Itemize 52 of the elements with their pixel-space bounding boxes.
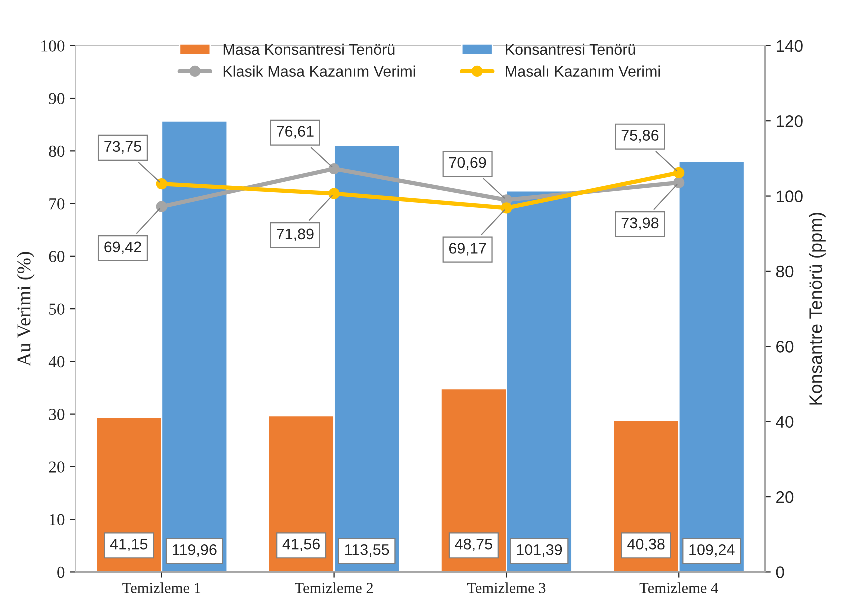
data-label: 69,42 — [104, 242, 142, 254]
y-tick-label: 40 — [48, 356, 65, 368]
point — [328, 188, 340, 200]
data-label: 101,39 — [517, 544, 562, 558]
data-label: 48,75 — [455, 538, 492, 552]
x-tick-label: Temizleme 2 — [295, 582, 374, 594]
y2-tick-label: 80 — [776, 266, 794, 278]
y2-tick-label: 140 — [776, 40, 803, 52]
point — [674, 167, 685, 179]
point — [156, 178, 168, 190]
y-tick-label: 30 — [49, 409, 65, 420]
data-label: 75,86 — [622, 130, 659, 143]
legend-label: Klasik Masa Kazanım Verimi — [224, 66, 416, 77]
legend-label: Masa Konsantresi Tenörü — [224, 44, 395, 56]
point — [674, 177, 685, 188]
y-tick-label: 100 — [42, 40, 65, 52]
data-label: 41,56 — [282, 538, 320, 552]
y-tick-label: 0 — [58, 566, 65, 578]
legend-label: Masalı Kazanım Verimi — [506, 66, 660, 77]
y2-tick-label: 20 — [776, 491, 794, 504]
y-tick-label: 80 — [49, 146, 65, 158]
x-tick-label: Temizleme 4 — [640, 582, 718, 594]
y-tick-label: 60 — [49, 251, 65, 262]
x-tick-label: Temizleme 1 — [122, 582, 201, 594]
y-tick-label: 10 — [50, 514, 65, 526]
y2-tick-label: 0 — [776, 566, 784, 578]
data-label: 109,24 — [690, 544, 735, 558]
data-label: 71,89 — [277, 228, 314, 242]
data-label: 70,69 — [449, 157, 486, 170]
y-axis-title: Au Verimi (%) — [17, 252, 35, 366]
y2-tick-label: 60 — [776, 341, 794, 353]
data-label: 41,15 — [110, 539, 148, 552]
data-label: 69,17 — [449, 243, 486, 256]
y2-tick-label: 120 — [776, 115, 803, 128]
x-tick-label: Temizleme 3 — [467, 582, 546, 594]
y2-axis-title: Konsantre Tenörü (ppm) — [809, 212, 826, 405]
data-label: 113,55 — [345, 544, 390, 558]
y2-tick-label: 100 — [776, 190, 803, 202]
legend-label: Konsantresi Tenörü — [506, 44, 636, 56]
y-tick-label: 90 — [49, 93, 65, 104]
data-label: 40,38 — [628, 538, 665, 552]
data-label: 73,98 — [622, 218, 659, 230]
point — [501, 202, 512, 214]
y2-tick-label: 40 — [776, 416, 794, 428]
y-tick-label: 70 — [50, 198, 65, 210]
data-label: 76,61 — [277, 126, 314, 139]
y-tick-label: 50 — [50, 304, 65, 316]
data-label: 73,75 — [104, 141, 142, 154]
data-label: 119,96 — [173, 544, 217, 558]
point — [328, 163, 340, 175]
point — [156, 201, 168, 212]
y-tick-label: 20 — [49, 462, 65, 473]
